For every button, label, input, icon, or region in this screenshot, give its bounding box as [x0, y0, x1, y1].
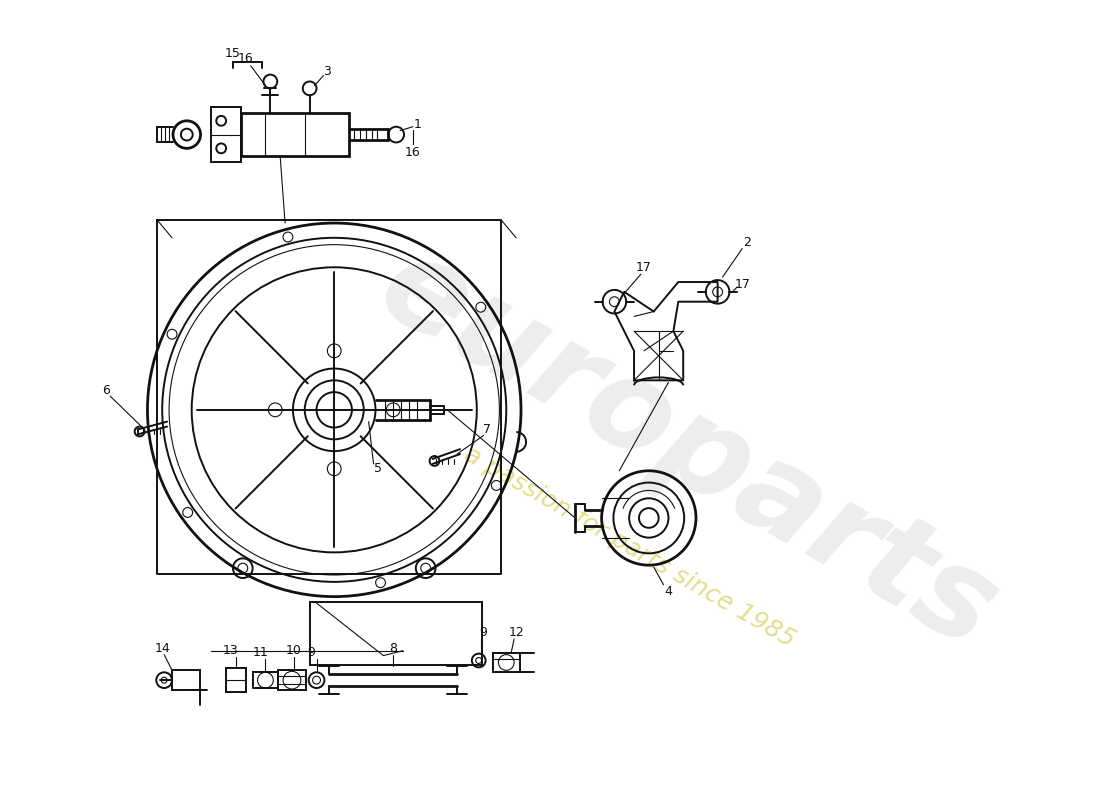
- Text: 3: 3: [323, 65, 331, 78]
- Text: 17: 17: [636, 261, 652, 274]
- Text: 6: 6: [102, 384, 110, 397]
- Text: 15: 15: [226, 47, 241, 61]
- Bar: [172, 670, 199, 690]
- Text: 8: 8: [389, 642, 397, 655]
- Text: 5: 5: [374, 462, 383, 475]
- Text: 1: 1: [414, 118, 421, 131]
- Text: 12: 12: [508, 626, 524, 639]
- Text: 16: 16: [405, 146, 421, 158]
- Text: 9: 9: [308, 646, 316, 659]
- Bar: [278, 670, 306, 690]
- Bar: [211, 107, 241, 162]
- Text: 13: 13: [223, 644, 239, 657]
- Bar: [310, 602, 482, 666]
- Text: 4: 4: [664, 585, 672, 598]
- Text: europarts: europarts: [359, 224, 1018, 674]
- Text: 17: 17: [735, 278, 750, 290]
- Text: 16: 16: [238, 52, 254, 66]
- Text: 14: 14: [154, 642, 170, 655]
- Bar: [227, 668, 245, 692]
- Text: 7: 7: [483, 423, 491, 436]
- Text: 11: 11: [253, 646, 268, 659]
- Text: 9: 9: [480, 626, 487, 639]
- Text: 2: 2: [744, 236, 751, 250]
- Text: 10: 10: [286, 644, 301, 657]
- Bar: [493, 653, 520, 672]
- Text: a passion for parts since 1985: a passion for parts since 1985: [460, 442, 799, 652]
- Bar: [241, 113, 349, 156]
